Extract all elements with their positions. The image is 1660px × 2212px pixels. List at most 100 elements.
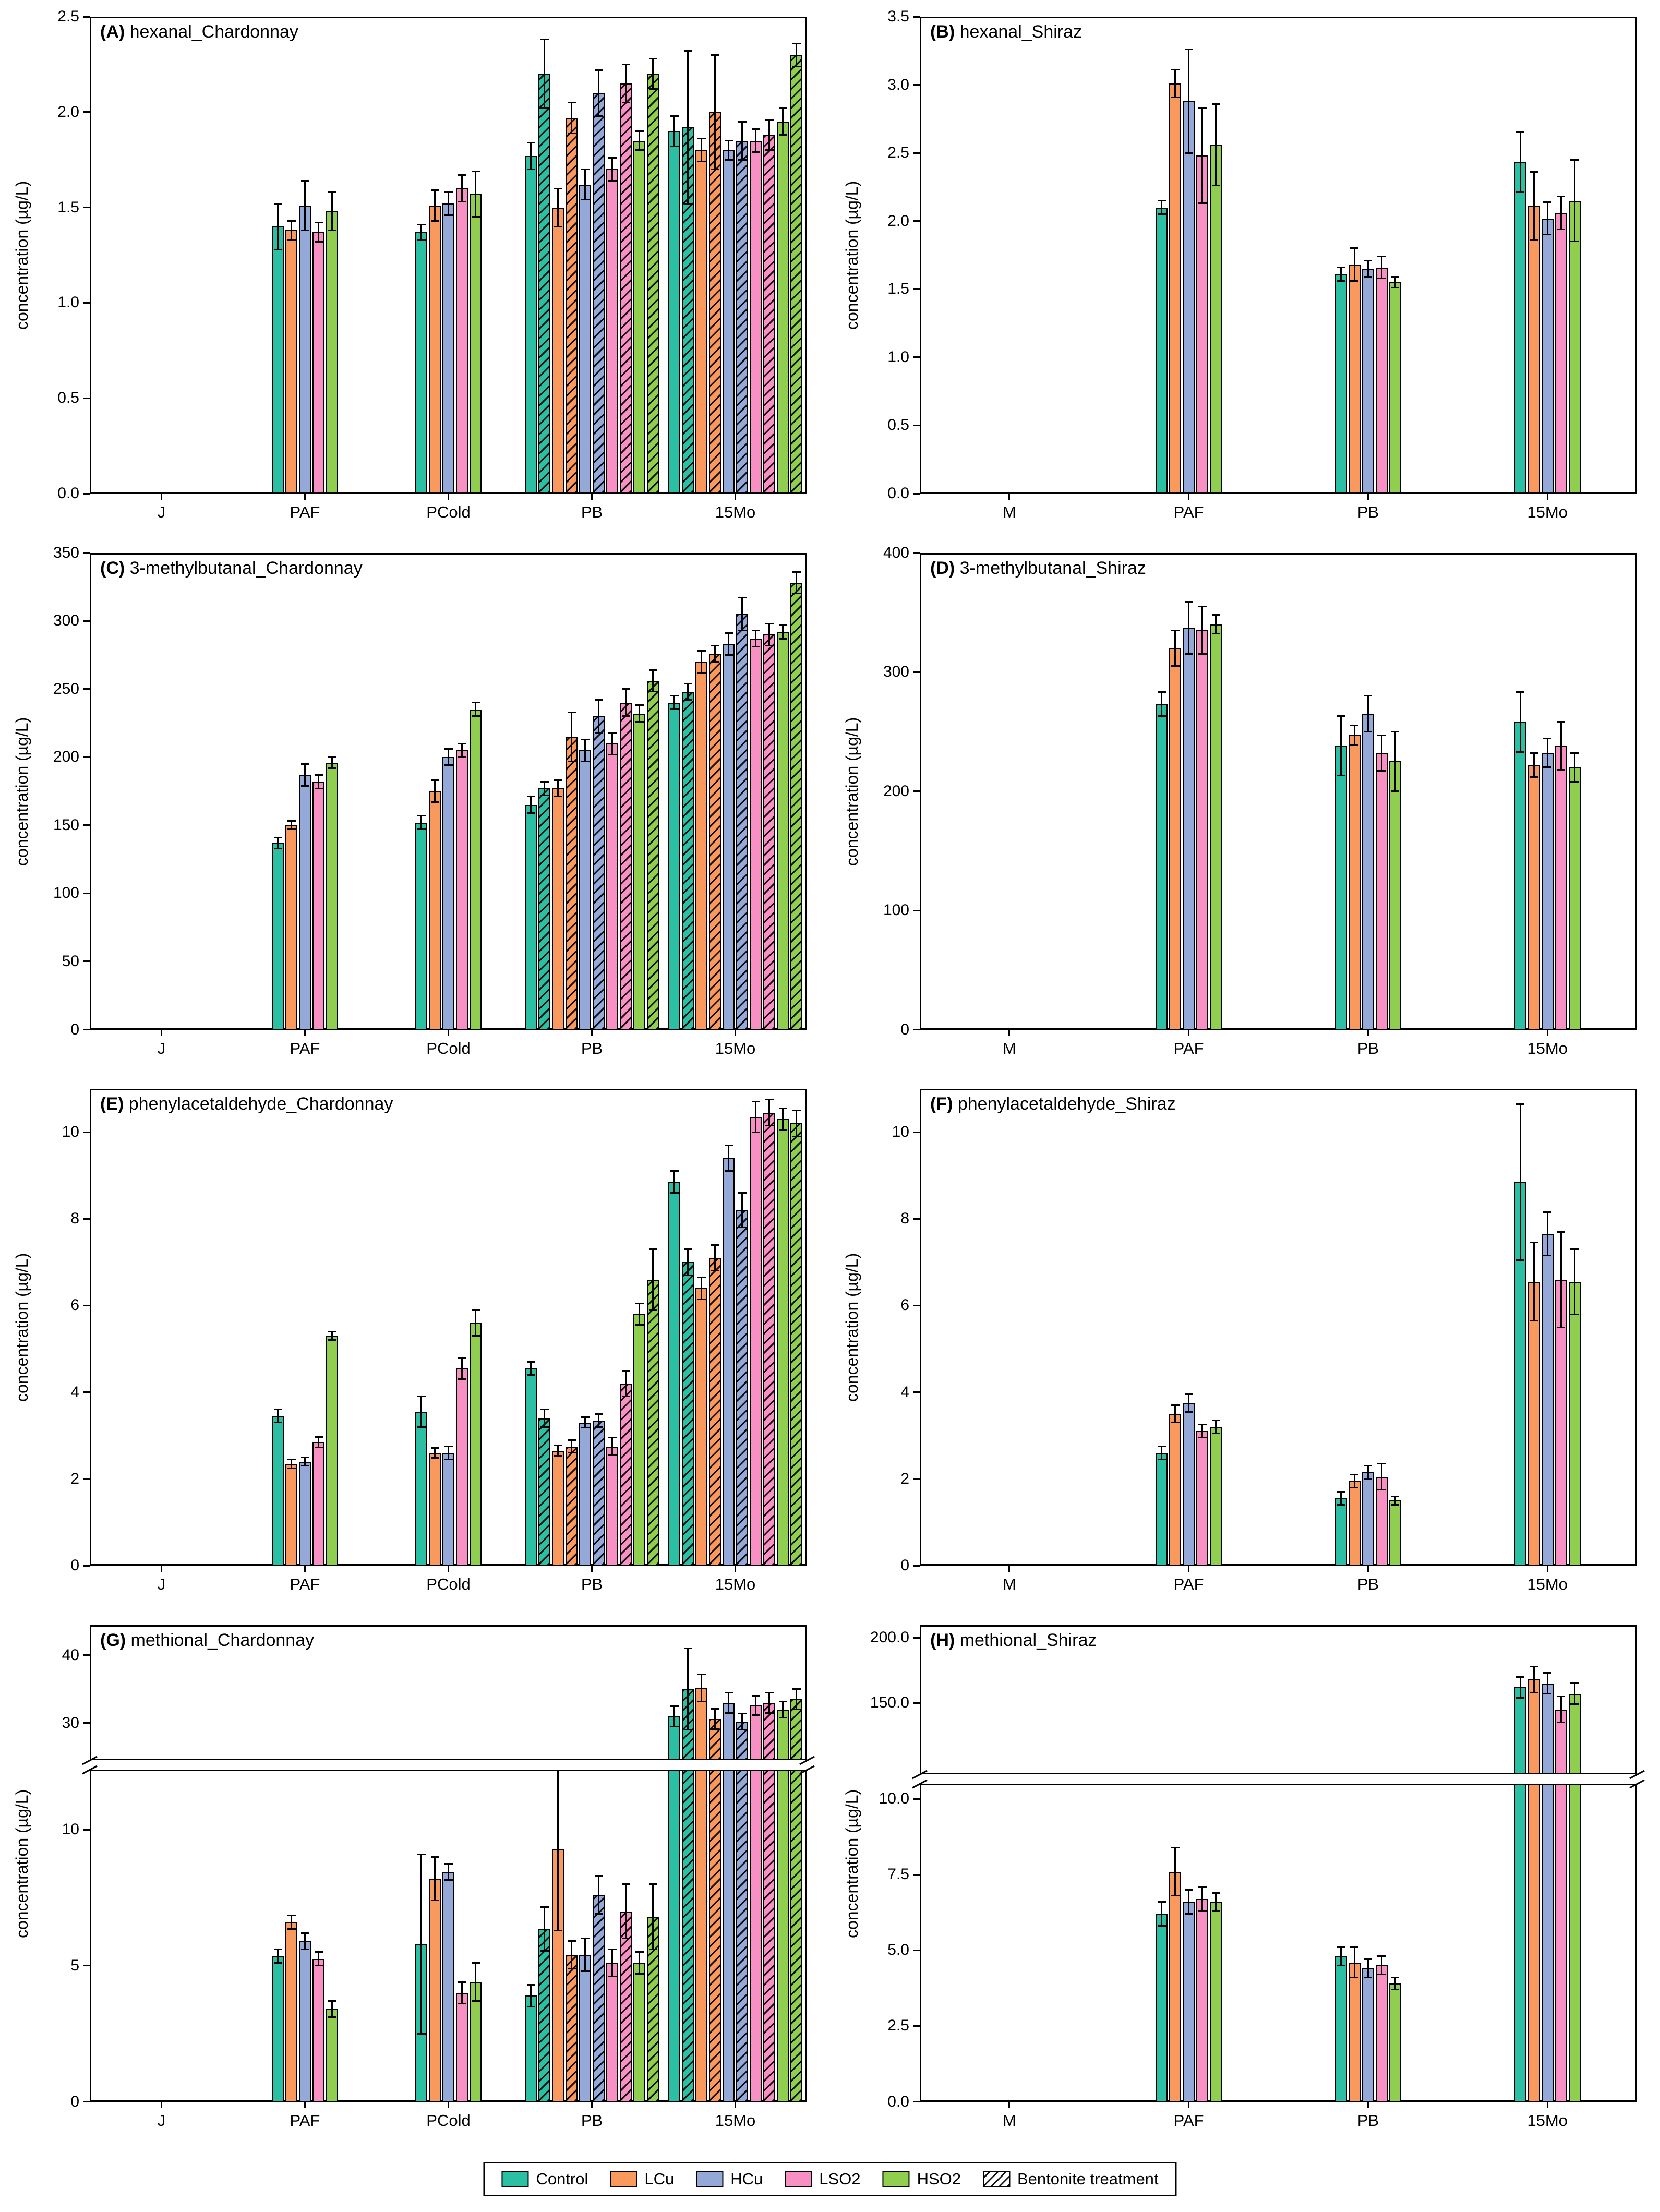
error-bar-cap	[1171, 1895, 1180, 1897]
bar-hso2	[326, 762, 338, 1030]
legend-item: Bentonite treatment	[982, 2170, 1159, 2189]
bar-hcu	[1183, 1403, 1195, 1566]
error-bar-cap	[1391, 276, 1400, 278]
bar-hcu	[1541, 1683, 1554, 1775]
error-bar-cap	[567, 132, 576, 134]
x-tick-label: PB	[1357, 503, 1379, 521]
error-bar-cap	[683, 682, 692, 684]
error-bar-cap	[621, 1369, 630, 1372]
bar-control	[1514, 162, 1526, 494]
error-bar	[1380, 735, 1382, 771]
error-bar	[277, 1409, 279, 1423]
error-bar-cap	[1516, 1697, 1525, 1699]
error-bar	[448, 192, 449, 215]
bar-control	[272, 1416, 284, 1566]
error-bar	[701, 1674, 702, 1702]
error-bar-cap	[567, 102, 576, 104]
x-tick-label: PAF	[1173, 1039, 1204, 1057]
y-tick-mark	[913, 1029, 920, 1030]
plot-frame	[920, 1784, 1637, 2102]
bar-control-bentonite	[538, 788, 550, 1030]
error-bar-cap	[1364, 1977, 1373, 1979]
error-bar-cap	[567, 1439, 576, 1441]
error-bar	[420, 1396, 422, 1427]
error-bar-cap	[711, 1244, 719, 1246]
error-bar-cap	[765, 149, 774, 151]
error-bar-cap	[581, 738, 590, 740]
y-tick-label: 0	[70, 1020, 79, 1038]
bar-control-bentonite	[682, 691, 694, 1030]
y-tick-label: 1.0	[887, 348, 909, 366]
y-tick-label: 300	[883, 663, 909, 680]
error-bar-cap	[697, 650, 706, 652]
error-bar-cap	[778, 107, 787, 109]
bar-hso2	[777, 631, 789, 1030]
bar-lso2	[1196, 1431, 1209, 1566]
bar-hso2	[326, 2009, 338, 2102]
bar-lcu	[1527, 1281, 1540, 1566]
error-bar-cap	[1171, 1422, 1180, 1424]
error-bar-cap	[540, 107, 549, 109]
legend-label: HSO2	[917, 2170, 961, 2188]
x-tick-mark	[1367, 494, 1369, 500]
bar-lcu	[1348, 735, 1361, 1030]
error-bar-cap	[430, 220, 439, 222]
error-bar-cap	[567, 1967, 576, 1969]
y-tick-label: 2.5	[887, 2017, 909, 2035]
error-bar-cap	[670, 146, 679, 148]
bar-hcu	[1183, 1902, 1195, 2102]
bar-control	[1156, 1914, 1168, 2102]
error-bar-cap	[328, 767, 336, 769]
chart-panel-h: concentration (µg/L) 0.0 2.5 5.0 7.5 10.0 150.…	[830, 1608, 1660, 2145]
error-bar-cap	[792, 1709, 801, 1711]
bar-lso2	[606, 169, 618, 494]
y-tick-mark	[83, 756, 90, 758]
panel-compound-name: methional_Shiraz	[955, 1630, 1097, 1650]
error-bar-cap	[697, 138, 706, 140]
error-bar	[304, 181, 306, 231]
error-bar-cap	[1198, 653, 1207, 655]
y-tick-label: 8	[900, 1210, 909, 1228]
error-bar-cap	[711, 1270, 719, 1272]
error-bar-cap	[683, 202, 692, 205]
bar-lso2	[312, 232, 324, 494]
bar-lso2	[456, 1368, 468, 1566]
y-tick-mark	[913, 288, 920, 290]
bar-hcu-bentonite	[736, 140, 748, 494]
error-bar	[639, 1952, 640, 1974]
error-bar-cap	[697, 671, 706, 674]
bar-control-bentonite	[538, 1418, 550, 1566]
y-tick-label: 4	[900, 1383, 909, 1401]
error-bar-cap	[444, 1446, 453, 1447]
error-bar-cap	[765, 622, 774, 624]
error-bar-cap	[1157, 691, 1166, 693]
error-bar-cap	[608, 731, 617, 734]
error-bar-cap	[300, 763, 309, 765]
bar-lcu	[285, 825, 297, 1030]
x-tick-mark	[735, 494, 736, 500]
y-tick-label: 0.0	[57, 485, 79, 502]
chart-panel-d: concentration (µg/L) 0 100 200 300 400 M PAF PB 1…	[830, 536, 1660, 1073]
error-bar-cap	[287, 1914, 296, 1916]
error-bar-cap	[458, 742, 466, 744]
error-bar-cap	[287, 1458, 296, 1460]
error-bar-cap	[458, 1981, 466, 1983]
error-bar	[652, 1884, 654, 1950]
legend-item: Control	[501, 2170, 588, 2189]
error-bar	[1353, 1947, 1355, 1978]
error-bar	[701, 651, 702, 673]
error-bar-cap	[670, 1705, 679, 1707]
error-bar-cap	[1377, 1489, 1386, 1491]
error-bar-cap	[697, 1276, 706, 1278]
error-bar-cap	[738, 1729, 747, 1731]
legend-item: HCu	[696, 2170, 763, 2189]
error-bar	[728, 140, 729, 160]
bar-control	[668, 1770, 680, 2102]
error-bar	[1215, 1893, 1217, 1911]
panel-title: (E) phenylacetaldehyde_Chardonnay	[100, 1094, 393, 1114]
x-tick-label: PCold	[426, 2111, 471, 2130]
error-bar-cap	[594, 1426, 603, 1428]
bar-hso2	[1210, 145, 1222, 494]
y-tick-label: 200	[883, 782, 909, 800]
error-bar	[1367, 1959, 1369, 1978]
